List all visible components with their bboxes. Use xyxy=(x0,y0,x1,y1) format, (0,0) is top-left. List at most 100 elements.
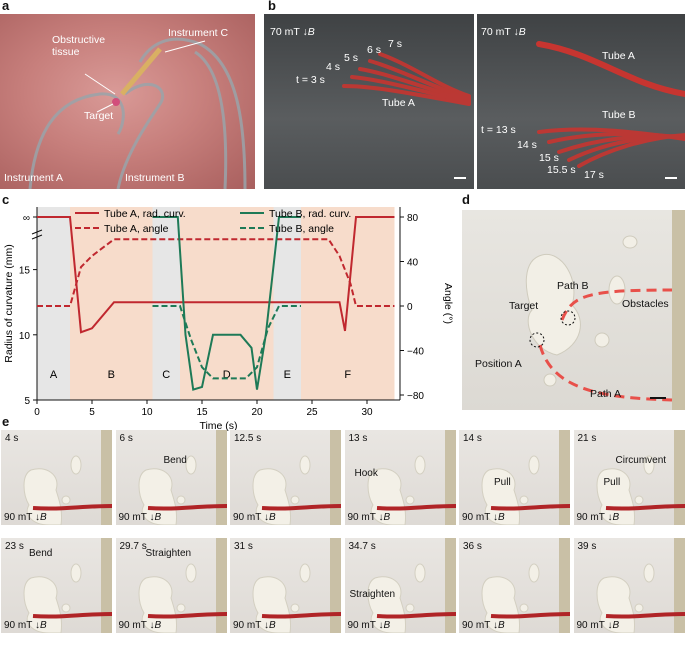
b-right-field-value: 70 mT xyxy=(481,26,511,38)
series-line-2 xyxy=(152,216,301,391)
frame-time: 12.5 s xyxy=(234,433,262,444)
frame-field-symbol: B xyxy=(39,512,47,523)
b-left-time-2: 5 s xyxy=(344,52,359,64)
paths-illustration xyxy=(525,210,685,410)
frame-field-symbol: B xyxy=(383,512,391,523)
frame-field-value: 90 mT xyxy=(462,620,491,631)
legend-label-0: Tube A, rad. curv. xyxy=(104,208,186,220)
frame-field-value: 90 mT xyxy=(118,620,147,631)
panel-b-right-photo: 70 mT ↓B Tube A Tube B t = 13 s 14 s 15 … xyxy=(477,14,685,189)
phase-band-C xyxy=(152,207,180,400)
frame-annotation: Circumvent xyxy=(615,455,667,466)
b-left-time-1: 4 s xyxy=(326,61,341,73)
frame-time: 34.7 s xyxy=(348,541,376,552)
y-right-tick-label: 0 xyxy=(407,302,413,313)
y-left-axis-label: Radius of curvature (mm) xyxy=(3,244,15,362)
panel-c-letter: c xyxy=(2,192,10,207)
frame-scene xyxy=(481,430,570,525)
frame-field-symbol: B xyxy=(39,620,47,631)
series-line-3 xyxy=(152,305,301,380)
frame-time: 4 s xyxy=(5,433,19,444)
frame-4: 14 s 90 mT ↓B Pull xyxy=(459,430,570,525)
frame-field-symbol: B xyxy=(612,512,620,523)
frame-field: 90 mT ↓B xyxy=(233,512,276,523)
phase-label-F: F xyxy=(344,369,351,381)
frame-time: 6 s xyxy=(119,433,133,444)
frame-field: 90 mT ↓B xyxy=(462,512,505,523)
frame-field-value: 90 mT xyxy=(576,620,605,631)
scale-bar xyxy=(665,177,677,179)
frame-scene xyxy=(367,430,456,525)
frame-field: 90 mT ↓B xyxy=(577,512,620,523)
series-line-0 xyxy=(37,216,395,334)
b-right-time-0: t = 13 s xyxy=(481,124,516,136)
frame-field-symbol: B xyxy=(154,620,162,631)
b-left-field: 70 mT ↓B xyxy=(270,26,315,38)
phase-label-A: A xyxy=(50,369,58,381)
x-tick-label: 15 xyxy=(196,407,208,418)
frame-field-symbol: B xyxy=(497,512,505,523)
frame-time: 31 s xyxy=(234,541,253,552)
y-left-tick-label: ∞ xyxy=(23,213,30,224)
field-arrow-icon: ↓ xyxy=(32,512,40,523)
x-tick-label: 0 xyxy=(34,407,40,418)
tube-b-sequence xyxy=(536,41,685,168)
b-right-tube-b: Tube B xyxy=(602,109,636,121)
frame-field-symbol: B xyxy=(383,620,391,631)
y-right-tick-label: 40 xyxy=(407,258,419,269)
field-arrow-icon: ↓ xyxy=(261,512,269,523)
axis-break xyxy=(31,229,43,240)
panel-e-letter: e xyxy=(2,414,10,429)
obstructive-tissue-label: Obstructive tissue xyxy=(52,34,106,58)
legend-label-1: Tube A, angle xyxy=(104,223,169,235)
y-left-tick-label: 5 xyxy=(24,396,30,407)
obstacles-label: Obstacles xyxy=(622,298,669,310)
b-right-time-4: 17 s xyxy=(584,169,604,181)
b-left-field-value: 70 mT xyxy=(270,26,300,38)
frame-time: 14 s xyxy=(463,433,482,444)
frame-field-symbol: B xyxy=(268,620,276,631)
field-arrow-icon: ↓ xyxy=(146,620,155,631)
b-right-field: 70 mT ↓B xyxy=(481,26,526,38)
y-left-tick-label: 15 xyxy=(19,266,31,277)
x-tick-label: 25 xyxy=(306,407,318,418)
tube-a-sequence xyxy=(342,52,471,106)
b-right-tube-a: Tube A xyxy=(602,50,635,62)
frame-field-value: 90 mT xyxy=(233,620,262,631)
x-tick-label: 5 xyxy=(89,407,95,418)
phase-band-A xyxy=(37,207,70,400)
frame-field-value: 90 mT xyxy=(347,620,376,631)
frame-scene xyxy=(596,538,685,633)
instrument-c-label: Instrument C xyxy=(168,27,229,39)
path-b-label: Path B xyxy=(557,280,589,292)
b-left-field-symbol: B xyxy=(307,26,315,38)
frame-scene xyxy=(23,538,112,633)
b-right-time-3: 15.5 s xyxy=(547,164,576,176)
panel-a-photo: Obstructive tissue Instrument C Target I… xyxy=(0,14,255,189)
scale-bar xyxy=(454,177,466,179)
x-tick-label: 20 xyxy=(251,407,263,418)
panel-b-letter: b xyxy=(268,0,276,13)
panel-d-letter: d xyxy=(462,192,470,207)
frame-scene xyxy=(481,538,570,633)
field-arrow-icon: ↓ xyxy=(302,26,308,38)
field-arrow-icon: ↓ xyxy=(375,620,384,631)
frame-6: 23 s 90 mT ↓B Bend xyxy=(1,538,112,633)
frame-field-value: 90 mT xyxy=(4,512,33,523)
frame-field: 90 mT ↓B xyxy=(4,512,47,523)
frame-scene xyxy=(596,430,685,525)
frame-annotation: Pull xyxy=(494,477,511,488)
frame-scene xyxy=(23,430,112,525)
position-a-label: Position A xyxy=(475,358,522,370)
frame-10: 36 s 90 mT ↓B xyxy=(459,538,570,633)
frame-scene xyxy=(367,538,456,633)
frame-time: 21 s xyxy=(577,433,597,444)
instrument-a-label: Instrument A xyxy=(4,172,63,184)
phase-label-B: B xyxy=(108,369,115,381)
field-arrow-icon: ↓ xyxy=(604,620,613,631)
frame-field-symbol: B xyxy=(497,620,505,631)
panel-b-left-photo: 70 mT ↓B t = 3 s 4 s 5 s 6 s 7 s Tube A xyxy=(264,14,474,189)
frame-field-value: 90 mT xyxy=(4,620,33,631)
frame-2: 12.5 s 90 mT ↓B xyxy=(230,430,341,525)
frame-field-symbol: B xyxy=(612,620,620,631)
